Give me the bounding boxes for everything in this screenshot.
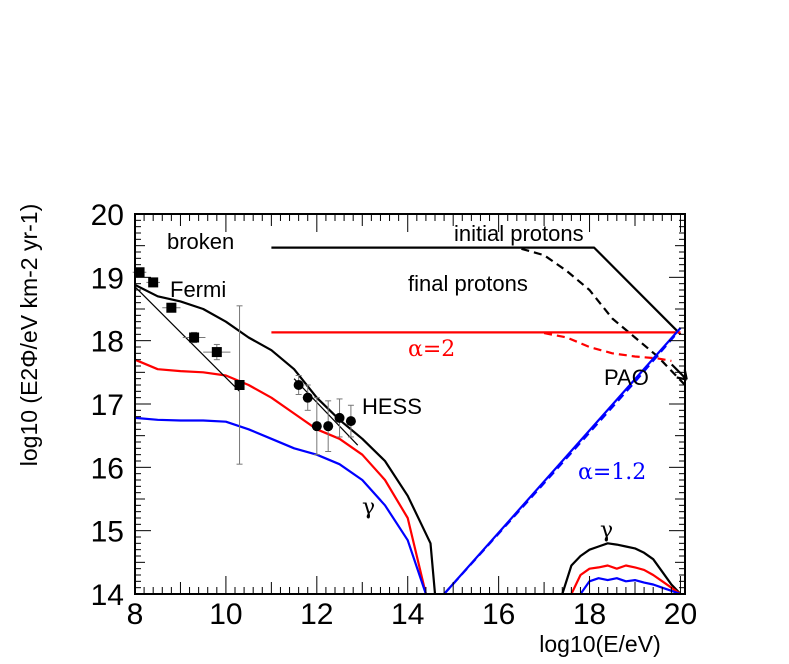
series-broken-final bbox=[521, 247, 686, 386]
hess-point-0 bbox=[293, 380, 304, 390]
label-pao: PAO bbox=[604, 365, 649, 390]
series-gamma-alpha12 bbox=[134, 416, 427, 595]
fermi-point-2 bbox=[166, 302, 177, 313]
fit-line-fermi-fit bbox=[134, 286, 240, 392]
fermi-point-0 bbox=[134, 267, 145, 278]
y-tick-label-2: 16 bbox=[91, 452, 124, 485]
curves-layer bbox=[134, 246, 686, 596]
hess-point-4 bbox=[334, 412, 345, 423]
x-tick-label-6: 20 bbox=[664, 598, 697, 631]
y-axis-title: log10 (E2Φ/eV km-2 yr-1) bbox=[16, 204, 42, 467]
label-gamma-low: γ bbox=[362, 495, 375, 520]
x-tick-label-0: 8 bbox=[127, 598, 144, 631]
fermi-point-4 bbox=[211, 347, 222, 358]
y-tick-label-1: 15 bbox=[91, 516, 124, 549]
y-tick-label-6: 20 bbox=[91, 199, 124, 232]
series-gamma-high-alpha12 bbox=[579, 577, 681, 596]
series-gamma-high-broken bbox=[561, 542, 682, 595]
hess-point-5 bbox=[345, 416, 356, 427]
data-points-layer bbox=[132, 267, 688, 465]
label-initial-protons: initial protons bbox=[454, 221, 584, 246]
ticks-layer: 8 10 12 14 16 18 20 14 15 16 17 18 19 20 bbox=[91, 199, 698, 631]
label-gamma-high: γ bbox=[600, 518, 613, 543]
label-final-protons: final protons bbox=[408, 271, 528, 296]
series-gamma-broken bbox=[134, 283, 437, 595]
fit-line-hess-fit bbox=[293, 378, 359, 446]
series-gamma-high-alpha2 bbox=[570, 564, 682, 595]
fermi-point-3 bbox=[189, 332, 200, 343]
x-axis-title: log10(E/eV) bbox=[539, 631, 660, 657]
y-tick-label-3: 17 bbox=[91, 389, 124, 422]
x-tick-label-4: 16 bbox=[482, 598, 515, 631]
fermi-point-5 bbox=[234, 380, 245, 390]
x-tick-label-3: 14 bbox=[391, 598, 424, 631]
series-gamma-alpha2 bbox=[134, 358, 427, 595]
label-broken: broken bbox=[167, 229, 234, 254]
y-tick-label-5: 19 bbox=[91, 262, 124, 295]
hess-point-1 bbox=[302, 392, 313, 403]
fermi-point-1 bbox=[148, 277, 159, 288]
y-tick-label-4: 18 bbox=[91, 326, 124, 359]
hess-point-3 bbox=[323, 421, 334, 432]
label-hess: HESS bbox=[362, 394, 422, 419]
label-alpha-2: α=2 bbox=[408, 337, 455, 362]
x-tick-label-5: 18 bbox=[573, 598, 606, 631]
x-tick-label-1: 10 bbox=[209, 598, 242, 631]
x-tick-label-2: 12 bbox=[300, 598, 333, 631]
series-alpha12-final bbox=[443, 333, 677, 595]
label-fermi: Fermi bbox=[170, 277, 226, 302]
y-tick-label-0: 14 bbox=[91, 579, 124, 612]
series-broken-initial bbox=[271, 246, 682, 336]
series-alpha2-final bbox=[543, 332, 672, 362]
hess-point-2 bbox=[311, 421, 322, 432]
label-alpha-1-2: α=1.2 bbox=[578, 460, 646, 485]
